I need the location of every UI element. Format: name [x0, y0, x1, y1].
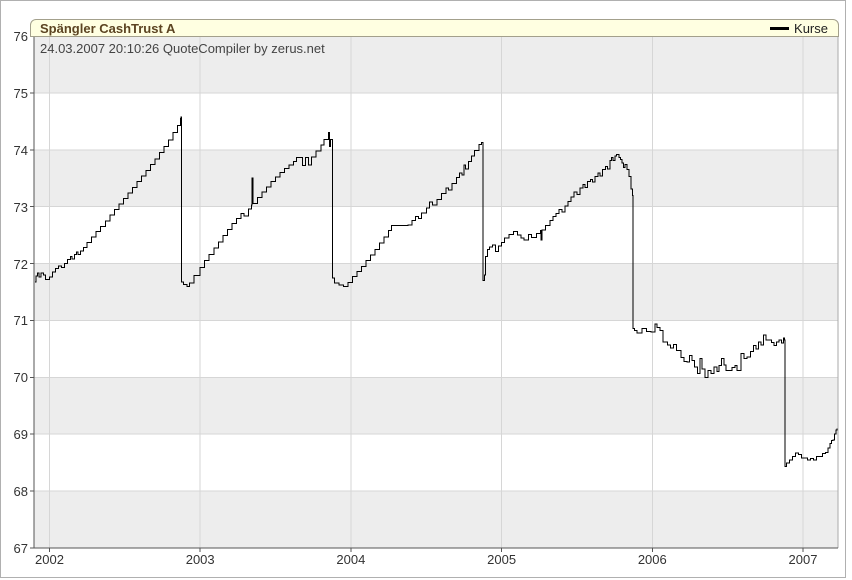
legend: Kurse [770, 21, 828, 36]
x-tick-label: 2003 [185, 552, 215, 567]
chart-title: Spängler CashTrust A [40, 21, 176, 36]
x-tick-label: 2007 [788, 552, 818, 567]
y-tick-label: 72 [13, 256, 28, 272]
y-tick-label: 70 [13, 370, 28, 386]
x-tick-label: 2002 [35, 552, 64, 567]
y-tick-label: 74 [13, 142, 28, 158]
y-tick-label: 69 [13, 427, 28, 443]
x-tick-label: 2005 [487, 552, 517, 567]
y-tick-label: 75 [13, 85, 28, 101]
legend-label: Kurse [794, 21, 828, 36]
y-tick-label: 71 [13, 313, 28, 329]
y-tick-label: 73 [13, 199, 28, 215]
x-tick-label: 2006 [637, 552, 667, 567]
timestamp-note: 24.03.2007 20:10:26 QuoteCompiler by zer… [40, 41, 325, 56]
y-tick-label: 76 [13, 29, 28, 44]
y-tick-label: 67 [13, 541, 28, 556]
x-tick-label: 2004 [336, 552, 366, 567]
legend-line-icon [770, 27, 790, 30]
chart-header: Spängler CashTrust A Kurse [30, 19, 839, 37]
y-tick-label: 68 [13, 484, 28, 500]
